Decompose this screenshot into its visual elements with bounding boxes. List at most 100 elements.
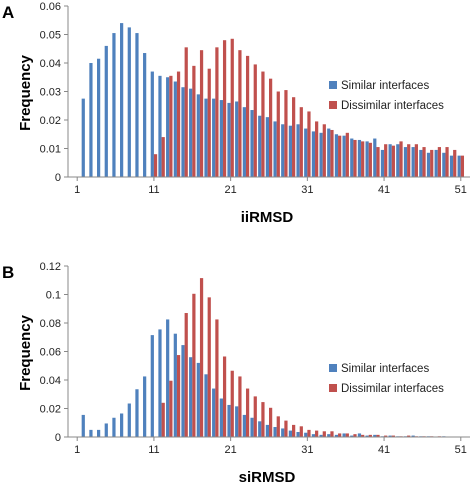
panel-b-bar-similar — [304, 432, 308, 437]
panel-a-legend-swatch-dissimilar — [329, 101, 337, 109]
panel-a-bar-similar — [327, 128, 331, 177]
panel-b-bar-dissimilar — [307, 429, 311, 438]
panel-a-bar-dissimilar — [391, 145, 395, 177]
panel-a-xtick-label: 21 — [225, 184, 237, 196]
panel-a-bar-dissimilar — [384, 144, 388, 177]
panel-a-bar-dissimilar — [460, 155, 465, 178]
panel-b-bar-similar — [112, 417, 116, 437]
panel-a-bar-similar — [273, 121, 277, 177]
panel-a-ylabel: Frequency — [17, 54, 34, 131]
panel-a-bar-dissimilar — [169, 75, 173, 177]
panel-a-bar-similar — [304, 128, 308, 177]
panel-a-bar-similar — [189, 88, 193, 177]
panel-b-xtick-label: 21 — [225, 444, 237, 456]
panel-a-bar-dissimilar — [345, 132, 349, 177]
panel-b-bar-similar — [357, 433, 362, 437]
panel-a-bar-similar — [281, 124, 285, 177]
panel-a-bar-similar — [373, 138, 377, 177]
panel-a-bar-dissimilar — [338, 135, 342, 177]
panel-b-bar-dissimilar — [407, 435, 411, 437]
panel-b-bar-similar — [120, 413, 124, 437]
panel-b-bar-dissimilar — [169, 380, 173, 437]
panel-a-xtick-label: 31 — [301, 184, 313, 196]
panel-a-bar-similar — [419, 149, 423, 177]
panel-b-ytick-label: 0 — [55, 432, 61, 444]
panel-b-bar-dissimilar — [161, 402, 165, 437]
panel-b-ytick-label: 0.06 — [40, 347, 61, 359]
panel-a-bar-dissimilar — [153, 154, 158, 177]
panel-a-legend: Similar interfaces Dissimilar interfaces — [329, 80, 444, 112]
panel-b-bar-similar — [327, 434, 331, 437]
panel-b-bar-similar — [89, 429, 93, 438]
panel-b-bar-similar — [350, 435, 354, 437]
panel-b-legend-swatch-similar — [329, 364, 337, 372]
panel-b-ylabel: Frequency — [17, 314, 34, 391]
panel-a-bar-dissimilar — [284, 90, 288, 177]
panel-b-bar-similar — [97, 429, 101, 438]
panel-a-bar-similar — [158, 75, 162, 177]
panel-b-bar-dissimilar — [292, 424, 296, 437]
panel-b-bar-similar — [319, 434, 323, 437]
panel-b-bar-dissimilar — [184, 313, 188, 437]
panel-b-bar-dissimilar — [384, 435, 388, 437]
panel-b-bar-similar — [334, 434, 339, 437]
panel-a-bar-dissimilar — [253, 64, 257, 177]
panel-a-bar-similar — [411, 147, 415, 177]
panel-a-bar-dissimilar — [330, 129, 334, 177]
panel-b-bar-dissimilar — [199, 278, 204, 437]
panel-b-xtick-label: 41 — [378, 444, 390, 456]
panel-b-bar-similar — [219, 398, 223, 437]
panel-b-bar-dissimilar — [245, 388, 250, 437]
panel-b-bar-similar — [242, 414, 246, 437]
panel-a-label: A — [2, 3, 14, 22]
panel-b-bar-similar — [204, 374, 208, 437]
panel-b-legend-label-dissimilar: Dissimilar interfaces — [341, 383, 444, 395]
panel-a-bar-similar — [357, 139, 362, 177]
panel-b-bar-dissimilar — [253, 396, 257, 437]
panel-b-bar-similar — [81, 414, 85, 437]
panel-a-bar-dissimilar — [437, 147, 441, 177]
panel-b-bar-similar — [388, 435, 392, 437]
panel-a-bar-dissimilar — [176, 71, 181, 177]
panel-a-legend-label-similar: Similar interfaces — [341, 80, 429, 92]
panel-a-bar-dissimilar — [445, 147, 449, 177]
panel-b-bar-dissimilar — [361, 434, 365, 437]
panel-b-xtick-label: 51 — [455, 444, 467, 456]
panel-b-bar-dissimilar — [345, 433, 349, 437]
panel-b-bar-similar — [311, 434, 316, 437]
panel-a-bar-similar — [127, 27, 131, 178]
panel-b-ytick-label: 0.1 — [46, 290, 61, 302]
panel-a-xlabel: iiRMSD — [241, 209, 294, 226]
panel-b-bar-dissimilar — [284, 420, 288, 437]
panel-a-bar-dissimilar — [353, 139, 357, 177]
panel-b-bar-dissimilar — [338, 433, 342, 437]
panel-a-bar-similar — [135, 33, 139, 177]
panel-b-xtick-label: 11 — [148, 444, 159, 456]
panel-b-bar-similar — [288, 430, 293, 437]
panel-a-bar-similar — [235, 101, 239, 177]
panel-b-bar-similar — [342, 433, 346, 437]
panel-b-bar-dissimilar — [176, 355, 181, 437]
panel-a-bar-similar — [434, 149, 438, 177]
panel-a-bar-similar — [311, 131, 316, 177]
panel-b-bar-similar — [296, 432, 300, 437]
panel-b-ytick-label: 0.02 — [40, 404, 61, 416]
panel-a-bar-dissimilar — [407, 144, 411, 177]
panel-a-bar-dissimilar — [207, 68, 211, 177]
panel-a-bar-dissimilar — [453, 149, 457, 177]
panel-b-ytick-label: 0.04 — [40, 375, 61, 387]
panel-a-bar-similar — [120, 23, 124, 177]
panel-a-bar-similar — [196, 94, 200, 177]
panel-a-legend-swatch-similar — [329, 81, 337, 89]
panel-b-bar-dissimilar — [368, 434, 372, 437]
panel-b-bar-dissimilar — [276, 416, 280, 437]
panel-a-bar-dissimilar — [184, 47, 188, 177]
panel-b-bar-similar — [150, 335, 154, 437]
panel-a-ytick-label: 0.01 — [40, 144, 61, 156]
panel-b-label: B — [2, 263, 14, 282]
panel-a-xtick-label: 1 — [74, 184, 80, 196]
panel-a-bar-similar — [365, 141, 369, 178]
panel-b-xtick-label: 31 — [301, 444, 313, 456]
panel-a-ytick-label: 0.02 — [40, 115, 61, 127]
